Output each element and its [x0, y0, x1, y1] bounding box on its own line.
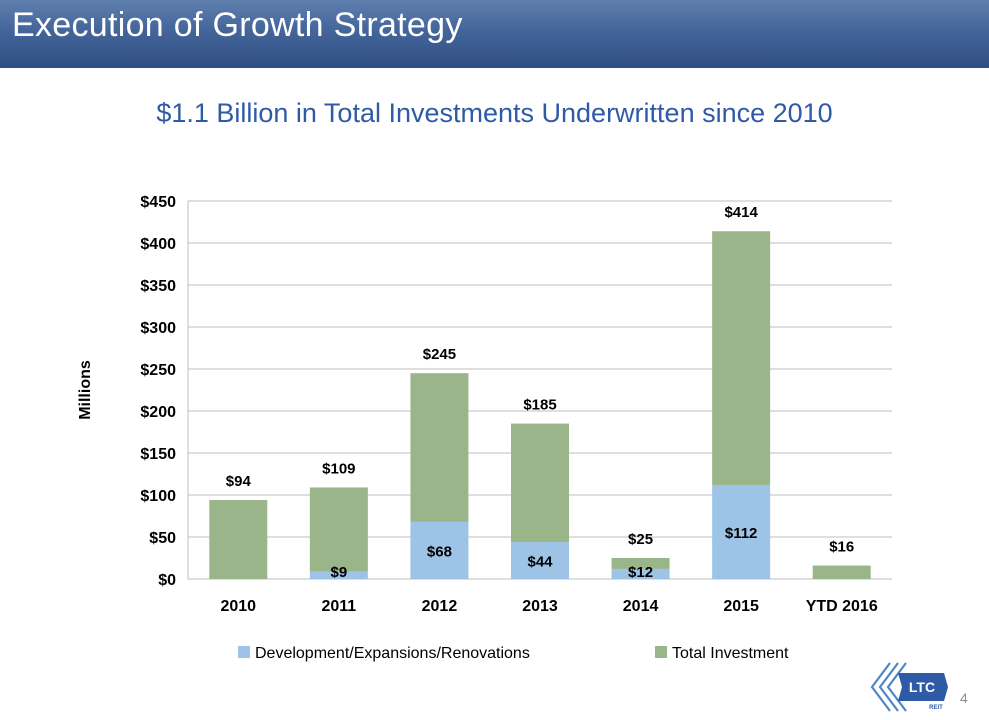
development-data-label: $112 [725, 525, 758, 542]
bar-development [309, 571, 368, 579]
logo-subtext: REIT [929, 705, 943, 711]
development-data-label: $12 [628, 564, 653, 581]
x-tick-label: 2015 [723, 598, 759, 615]
page-number: 4 [960, 690, 968, 706]
title-bar: Execution of Growth Strategy [0, 0, 989, 68]
y-tick-label: $350 [140, 278, 176, 295]
bar-development [511, 542, 569, 579]
bar-total-investment [511, 423, 569, 543]
x-tick-label: 2013 [522, 598, 558, 615]
y-tick-label: $200 [140, 404, 176, 421]
y-tick-label: $300 [140, 320, 176, 337]
legend-swatch [655, 646, 667, 658]
x-tick-label: YTD 2016 [806, 598, 878, 615]
bar-total-investment [209, 500, 268, 579]
development-data-label: $68 [427, 543, 452, 560]
x-tick-label: 2011 [321, 598, 356, 615]
y-axis-label: Millions [77, 360, 94, 420]
x-tick-label: 2012 [422, 598, 458, 615]
development-data-label: $44 [527, 554, 553, 571]
chart-subtitle: $1.1 Billion in Total Investments Underw… [156, 98, 833, 128]
ltc-logo: LTC REIT [870, 662, 948, 712]
y-tick-label: $400 [140, 236, 176, 253]
logo-badge [898, 673, 948, 701]
y-tick-label: $150 [140, 446, 176, 463]
y-tick-label: $450 [140, 194, 176, 211]
x-tick-label: 2010 [220, 598, 256, 615]
total-data-label: $109 [322, 460, 355, 477]
legend-label: Total Investment [672, 645, 789, 662]
slide-title: Execution of Growth Strategy [12, 6, 463, 44]
bar-total-investment [812, 565, 871, 579]
total-data-label: $25 [628, 531, 653, 548]
bar-development [410, 521, 469, 579]
total-data-label: $16 [829, 539, 854, 556]
total-data-label: $185 [523, 397, 556, 414]
y-tick-label: $0 [158, 572, 176, 589]
total-data-label: $245 [423, 346, 456, 363]
bar-development [611, 568, 670, 579]
development-data-label: $9 [331, 564, 348, 581]
y-tick-label: $250 [140, 362, 176, 379]
total-data-label: $94 [226, 473, 252, 490]
bar-total-investment [611, 558, 670, 569]
bar-total-investment [309, 487, 368, 572]
legend-label: Development/Expansions/Renovations [255, 645, 530, 662]
bar-development [712, 484, 771, 579]
total-data-label: $414 [724, 204, 758, 221]
legend-swatch [238, 646, 250, 658]
y-tick-label: $100 [140, 488, 176, 505]
logo-text: LTC [909, 679, 935, 695]
y-tick-label: $50 [149, 530, 176, 547]
bar-total-investment [410, 373, 469, 522]
bar-total-investment [712, 231, 771, 485]
x-tick-label: 2014 [623, 598, 659, 615]
